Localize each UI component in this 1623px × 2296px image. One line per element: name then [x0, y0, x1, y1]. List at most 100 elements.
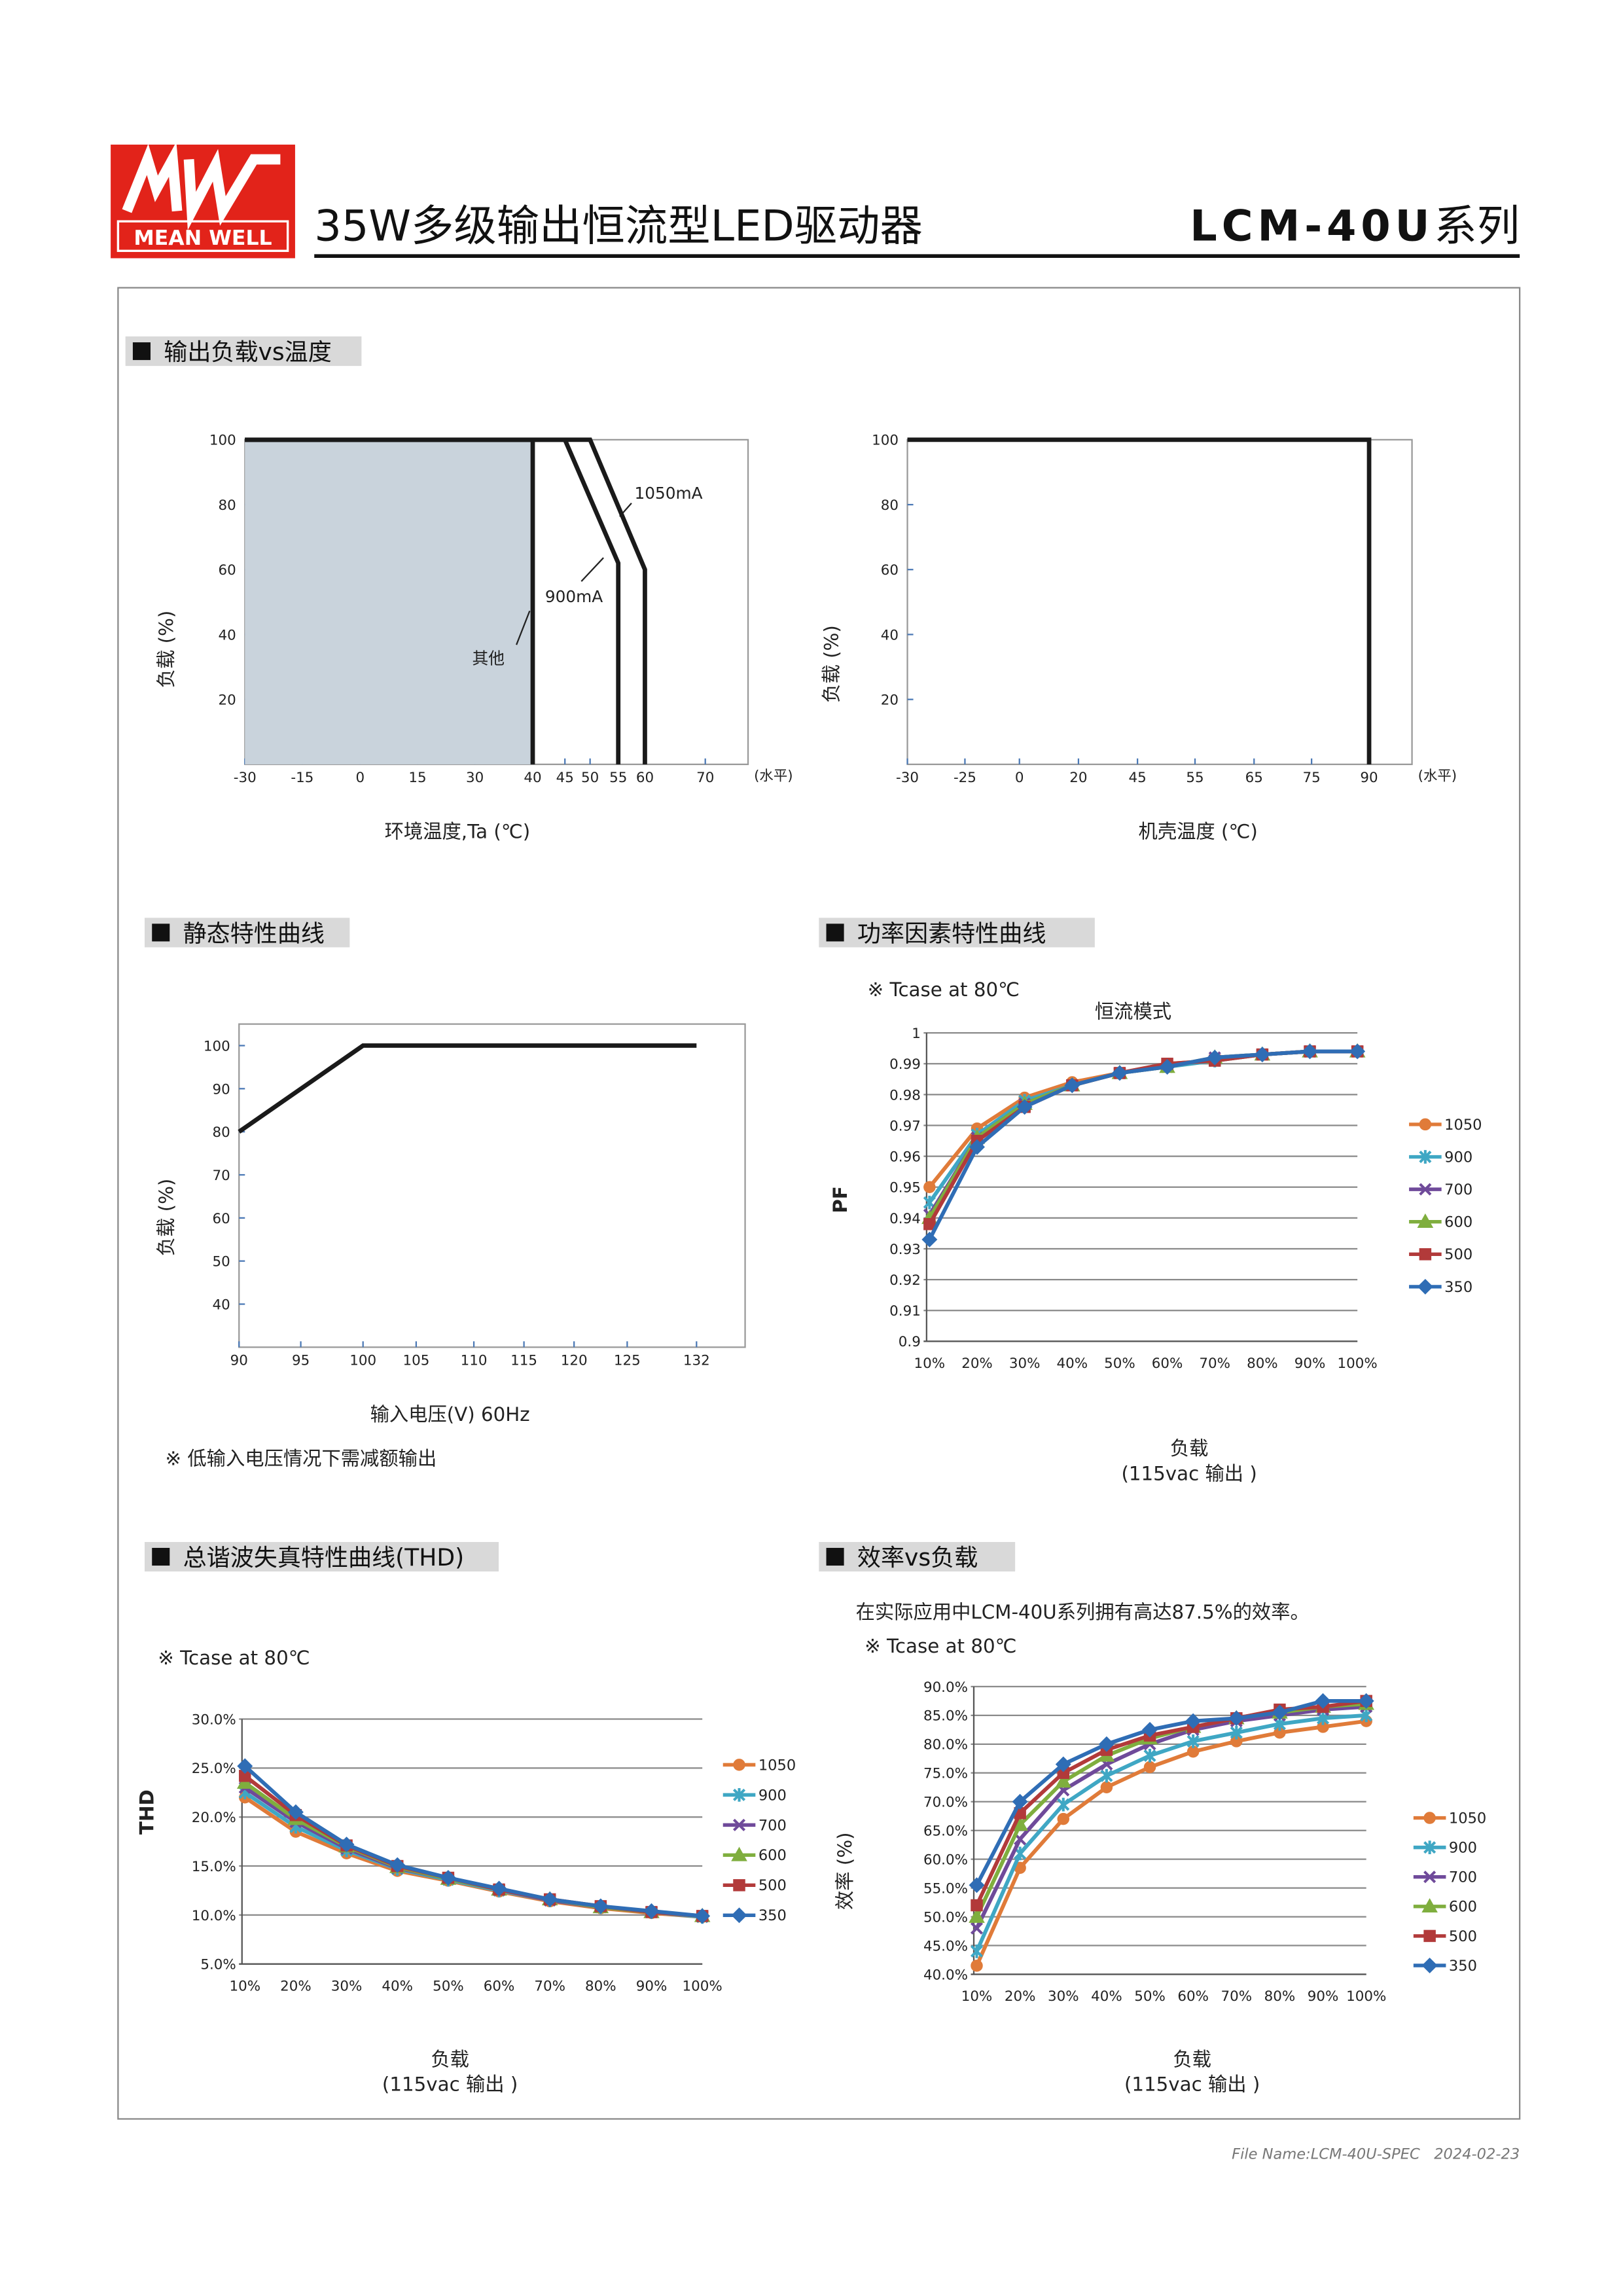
- marker: [732, 1818, 746, 1831]
- x-tick-label: 50%: [433, 1978, 464, 1994]
- marker: [1057, 1797, 1070, 1812]
- marker: [970, 1944, 984, 1958]
- y-tick-label: 40.0%: [923, 1967, 968, 1983]
- y-tick-label: 20.0%: [192, 1810, 236, 1826]
- legend-label: 600: [758, 1847, 787, 1864]
- legend-label: 600: [1449, 1899, 1477, 1916]
- x-tick-label: 45: [1129, 770, 1147, 786]
- marker: [733, 1879, 745, 1892]
- section-title: 功率因素特性曲线: [857, 920, 1046, 947]
- y-tick-label: 40: [212, 1297, 230, 1313]
- y-tick-label: 60.0%: [923, 1852, 968, 1869]
- x-tick-label: 90%: [1294, 1355, 1326, 1372]
- marker: [1055, 1756, 1071, 1772]
- plot-frame: [238, 1023, 746, 1348]
- x-tick-label: 80%: [585, 1978, 616, 1994]
- x-tick-label: 100%: [683, 1978, 722, 1994]
- marker: [1419, 1183, 1432, 1196]
- x-tick-label: 20: [1069, 770, 1087, 786]
- series-line: [907, 437, 1372, 764]
- y-tick-label: 90.0%: [923, 1679, 968, 1696]
- marker: [1057, 1812, 1070, 1825]
- legend-label: 700: [1449, 1869, 1477, 1886]
- marker: [971, 1899, 983, 1912]
- x-axis-sublabel: (115vac 输出 ): [1124, 2073, 1260, 2096]
- model-title: LCM-40U系列: [1190, 201, 1520, 251]
- series-line: [974, 1704, 1366, 1929]
- section-band: [819, 918, 1095, 948]
- y-tick-label: 0.96: [889, 1149, 921, 1166]
- legend-label: 500: [1444, 1246, 1472, 1263]
- chart-note: ※ Tcase at 80℃: [158, 1647, 310, 1669]
- chart-note: ※ Tcase at 80℃: [865, 1635, 1016, 1657]
- marker: [237, 1758, 253, 1774]
- marker: [236, 1774, 253, 1789]
- y-tick-label: 15.0%: [192, 1859, 236, 1875]
- marker: [1186, 1734, 1200, 1748]
- x-unit: (水平): [754, 768, 793, 785]
- logo-mark: [183, 149, 281, 230]
- marker: [969, 1908, 985, 1923]
- x-tick-label: 55: [1186, 770, 1204, 786]
- marker: [1272, 1704, 1288, 1721]
- legend-label: 900: [758, 1787, 787, 1804]
- section-title: 输出负载vs温度: [164, 338, 332, 366]
- marker: [1417, 1213, 1434, 1228]
- marker: [923, 1218, 936, 1230]
- x-axis-label: 环境温度,Ta (℃): [385, 821, 531, 843]
- marker: [733, 1759, 745, 1771]
- y-tick-label: 50.0%: [923, 1909, 968, 1926]
- y-axis-label: 负载 (%): [821, 625, 843, 703]
- y-tick-label: 0.93: [889, 1242, 921, 1258]
- legend-label: 1050: [758, 1757, 796, 1774]
- x-tick-label: 65: [1245, 770, 1263, 786]
- y-tick-label: 0.98: [889, 1087, 921, 1103]
- x-tick-label: 20%: [961, 1355, 993, 1372]
- legend-label: 350: [758, 1907, 787, 1924]
- section-bullet: [826, 1547, 844, 1566]
- marker: [1143, 1749, 1156, 1763]
- y-axis-label: 负载 (%): [155, 611, 177, 689]
- section-bullet: [826, 924, 844, 942]
- x-unit: (水平): [1418, 768, 1457, 785]
- x-tick-label: 20%: [280, 1978, 312, 1994]
- marker: [694, 1908, 711, 1924]
- x-tick-label: -15: [291, 770, 313, 786]
- x-axis-label: 负载: [431, 2048, 469, 2070]
- marker: [440, 1870, 456, 1886]
- x-tick-label: 40%: [1056, 1355, 1088, 1372]
- series-line: [238, 1043, 697, 1134]
- marker: [1419, 1118, 1432, 1131]
- y-tick-label: 0.95: [889, 1180, 921, 1196]
- x-tick-label: 132: [683, 1352, 710, 1369]
- x-tick-label: 90%: [1308, 1988, 1339, 2005]
- marker: [1111, 1065, 1128, 1081]
- legend-label: 500: [758, 1877, 787, 1894]
- marker: [1423, 1840, 1436, 1855]
- series-line: [927, 1049, 1358, 1241]
- y-tick-label: 20: [881, 692, 899, 709]
- x-tick-label: 120: [561, 1352, 588, 1369]
- marker: [969, 1139, 985, 1155]
- x-axis-label: 负载: [1173, 2048, 1211, 2070]
- chart-note: ※ Tcase at 80℃: [868, 978, 1020, 1001]
- legend-label: 700: [1444, 1181, 1472, 1198]
- x-tick-label: 40: [524, 770, 541, 786]
- marker: [921, 1231, 938, 1247]
- x-tick-label: 70%: [1199, 1355, 1230, 1372]
- y-tick-label: 5.0%: [200, 1957, 236, 1973]
- y-tick-label: 100: [204, 1038, 230, 1054]
- x-tick-label: 0: [356, 770, 365, 786]
- marker: [923, 1181, 936, 1193]
- x-tick-label: 60: [636, 770, 654, 786]
- x-tick-label: 40%: [382, 1978, 413, 1994]
- series-label: 1050mA: [634, 484, 702, 503]
- marker: [1143, 1761, 1156, 1774]
- x-tick-label: 80%: [1247, 1355, 1278, 1372]
- x-tick-label: 115: [510, 1352, 537, 1369]
- x-tick-label: 50%: [1104, 1355, 1135, 1372]
- y-tick-label: 10.0%: [192, 1908, 236, 1924]
- marker: [1423, 1871, 1436, 1884]
- x-tick-label: 80%: [1264, 1988, 1296, 2005]
- chart-title: 恒流模式: [1095, 1001, 1171, 1023]
